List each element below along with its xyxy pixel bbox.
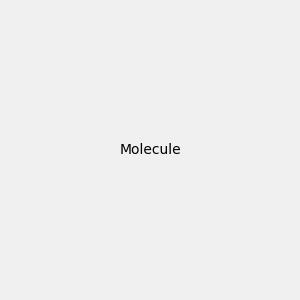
Text: Molecule: Molecule: [119, 143, 181, 157]
